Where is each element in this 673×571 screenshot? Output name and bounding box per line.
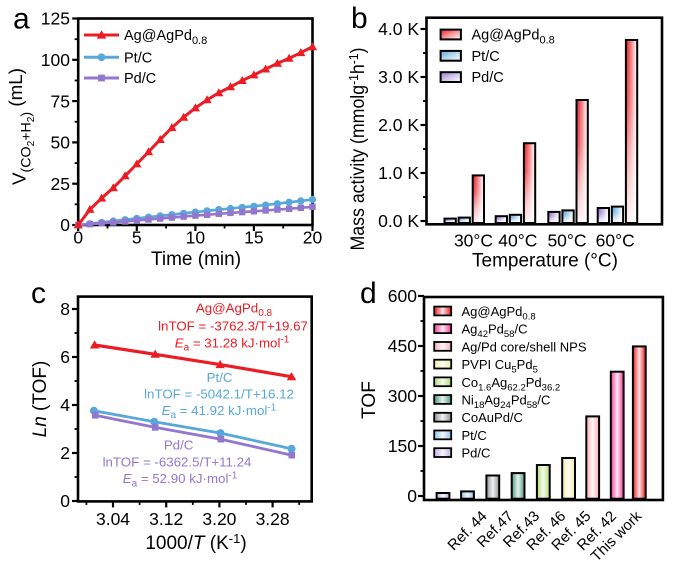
svg-text:600: 600 — [388, 286, 417, 306]
svg-text:Ag@AgPd0.8: Ag@AgPd0.8 — [124, 28, 207, 47]
svg-text:3.28: 3.28 — [256, 509, 290, 529]
svg-text:75: 75 — [51, 91, 70, 111]
svg-text:Temperature (°C): Temperature (°C) — [472, 251, 618, 272]
svg-text:3.12: 3.12 — [149, 509, 183, 529]
svg-text:0: 0 — [73, 228, 83, 248]
svg-text:lnTOF = -3762.3/T+19.67: lnTOF = -3762.3/T+19.67 — [158, 319, 308, 334]
svg-text:Co1.6Ag62.2Pd36.2: Co1.6Ag62.2Pd36.2 — [462, 375, 561, 394]
svg-text:Pd/C: Pd/C — [164, 438, 194, 453]
svg-text:4: 4 — [60, 395, 70, 415]
svg-text:Ln (TOF): Ln (TOF) — [30, 361, 51, 438]
svg-text:Ag@AgPd0.8: Ag@AgPd0.8 — [472, 28, 555, 47]
svg-text:lnTOF = -5042.1/T+16.12: lnTOF = -5042.1/T+16.12 — [144, 387, 294, 402]
svg-text:1000/T (K-1): 1000/T (K-1) — [145, 531, 246, 554]
svg-text:125: 125 — [41, 9, 70, 29]
svg-text:50: 50 — [51, 133, 71, 153]
svg-text:Pd/C: Pd/C — [472, 70, 504, 86]
svg-text:50°C: 50°C — [547, 231, 586, 251]
svg-text:10: 10 — [186, 228, 206, 248]
svg-text:b: b — [351, 2, 368, 35]
svg-text:Ea = 41.92 kJ·mol-1: Ea = 41.92 kJ·mol-1 — [162, 402, 277, 421]
svg-text:Time (min): Time (min) — [151, 249, 241, 270]
svg-text:Pt/C: Pt/C — [207, 370, 233, 385]
svg-text:0: 0 — [60, 491, 70, 511]
svg-text:40°C: 40°C — [498, 231, 537, 251]
svg-text:2.0 K: 2.0 K — [378, 115, 419, 135]
svg-text:Pt/C: Pt/C — [124, 50, 152, 66]
svg-text:Pd/C: Pd/C — [462, 446, 491, 461]
svg-text:450: 450 — [388, 336, 417, 356]
svg-text:Ag/Pd core/shell NPS: Ag/Pd core/shell NPS — [462, 339, 587, 354]
svg-text:3.04: 3.04 — [96, 509, 130, 529]
svg-text:Pt/C: Pt/C — [472, 49, 500, 65]
svg-text:Pt/C: Pt/C — [462, 428, 487, 443]
svg-text:60°C: 60°C — [596, 231, 635, 251]
svg-text:3.0 K: 3.0 K — [378, 67, 419, 87]
svg-text:c: c — [31, 277, 46, 310]
svg-text:4.0 K: 4.0 K — [378, 19, 419, 39]
svg-text:lnTOF = -6362.5/T+11.24: lnTOF = -6362.5/T+11.24 — [103, 454, 252, 469]
svg-text:0: 0 — [407, 486, 417, 506]
svg-text:0.0 K: 0.0 K — [378, 211, 419, 231]
svg-text:Ag@AgPd0.8: Ag@AgPd0.8 — [196, 301, 273, 319]
svg-text:150: 150 — [388, 436, 417, 456]
svg-text:PVPI Cu5Pd5: PVPI Cu5Pd5 — [462, 357, 538, 376]
svg-text:15: 15 — [244, 228, 263, 248]
svg-text:1.0 K: 1.0 K — [378, 163, 419, 183]
svg-text:300: 300 — [388, 386, 417, 406]
svg-text:Ea = 31.28 kJ·mol-1: Ea = 31.28 kJ·mol-1 — [175, 335, 290, 354]
svg-text:Ag@AgPd0.8: Ag@AgPd0.8 — [462, 304, 536, 323]
svg-text:6: 6 — [60, 347, 70, 367]
svg-text:25: 25 — [51, 174, 70, 194]
svg-text:Pd/C: Pd/C — [124, 71, 156, 87]
svg-text:8: 8 — [60, 299, 70, 319]
svg-text:d: d — [360, 277, 377, 310]
svg-text:Mass activity (mmolg-1h-1): Mass activity (mmolg-1h-1) — [346, 48, 369, 251]
svg-text:TOF: TOF — [359, 381, 380, 419]
svg-text:2: 2 — [60, 443, 70, 463]
svg-text:20: 20 — [303, 228, 323, 248]
svg-text:0: 0 — [60, 215, 70, 235]
svg-text:100: 100 — [41, 50, 70, 70]
svg-text:3.20: 3.20 — [202, 509, 236, 529]
svg-text:30°C: 30°C — [454, 231, 493, 251]
svg-text:Ea = 52.90 kJ·mol-1: Ea = 52.90 kJ·mol-1 — [123, 471, 238, 490]
svg-text:5: 5 — [132, 228, 142, 248]
svg-text:CoAuPd/C: CoAuPd/C — [462, 410, 523, 425]
svg-text:a: a — [13, 3, 30, 36]
